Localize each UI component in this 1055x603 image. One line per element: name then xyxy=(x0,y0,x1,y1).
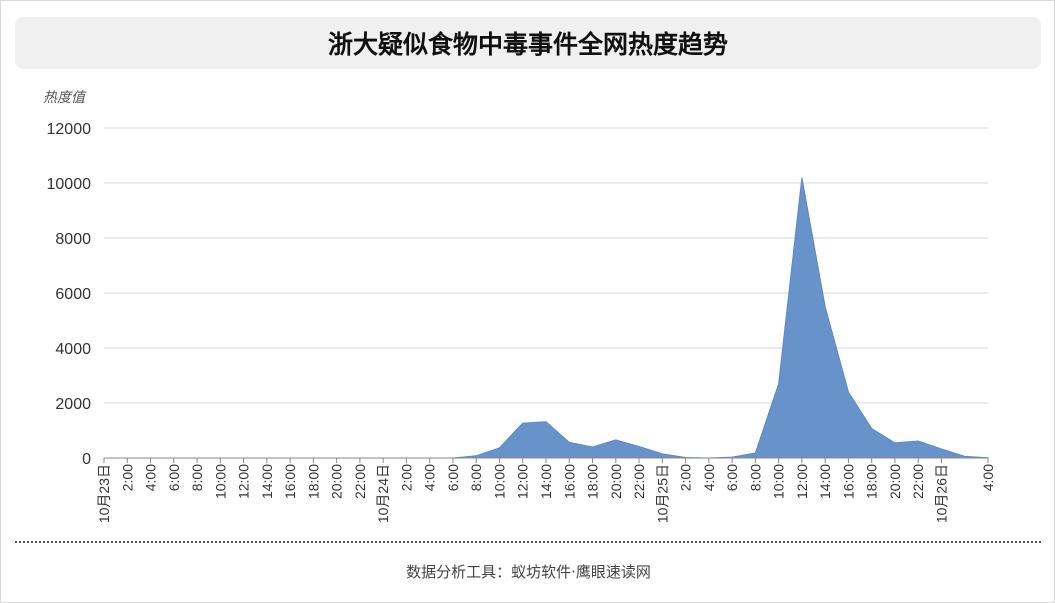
y-axis-label: 热度值 xyxy=(43,90,87,106)
x-tick-label: 14:00 xyxy=(259,464,275,499)
x-tick-label: 4:00 xyxy=(980,464,996,491)
y-tick-label: 10000 xyxy=(47,176,92,193)
x-tick-label: 6:00 xyxy=(166,464,182,491)
x-tick-label: 10月26日 xyxy=(933,464,949,523)
x-tick-label: 4:00 xyxy=(701,464,717,491)
x-tick-label: 2:00 xyxy=(678,464,694,491)
x-tick-label: 22:00 xyxy=(631,464,647,499)
y-tick-label: 0 xyxy=(82,451,91,468)
x-tick-label: 18:00 xyxy=(585,464,601,499)
y-tick-label: 12000 xyxy=(47,121,92,138)
x-tick-label: 10月25日 xyxy=(654,464,670,523)
x-tick-label: 10月24日 xyxy=(375,464,391,523)
series-area xyxy=(104,177,989,459)
x-tick-label: 14:00 xyxy=(817,464,833,499)
footer-source: 数据分析工具：蚁坊软件·鹰眼速读网 xyxy=(406,563,651,581)
chart-title: 浙大疑似食物中毒事件全网热度趋势 xyxy=(327,30,728,59)
x-tick-label: 16:00 xyxy=(840,464,856,499)
x-tick-label: 18:00 xyxy=(305,464,321,499)
x-tick-label: 20:00 xyxy=(329,464,345,499)
y-tick-label: 8000 xyxy=(55,231,91,248)
x-tick-label: 20:00 xyxy=(608,464,624,499)
x-tick-label: 12:00 xyxy=(236,464,252,499)
x-tick-label: 10:00 xyxy=(771,464,787,499)
x-tick-label: 10:00 xyxy=(212,464,228,499)
x-tick-label: 6:00 xyxy=(724,464,740,491)
x-tick-label: 6:00 xyxy=(445,464,461,491)
y-tick-label: 4000 xyxy=(55,341,91,358)
x-tick-label: 12:00 xyxy=(794,464,810,499)
x-tick-label: 2:00 xyxy=(398,464,414,491)
x-tick-label: 8:00 xyxy=(468,464,484,491)
x-tick-label: 10月23日 xyxy=(96,464,112,523)
x-tick-label: 16:00 xyxy=(561,464,577,499)
x-tick-label: 4:00 xyxy=(422,464,438,491)
x-tick-label: 8:00 xyxy=(747,464,763,491)
x-tick-label: 22:00 xyxy=(910,464,926,499)
title-bar: 浙大疑似食物中毒事件全网热度趋势 xyxy=(15,17,1041,69)
x-tick-label: 12:00 xyxy=(515,464,531,499)
y-tick-label: 6000 xyxy=(55,286,91,303)
x-tick-label: 14:00 xyxy=(538,464,554,499)
x-tick-label: 18:00 xyxy=(864,464,880,499)
area-chart: 0 2000 4000 6000 8000 10000 12000 热度值 10月23日 4:00… xyxy=(43,90,996,523)
footer-divider xyxy=(15,541,1041,543)
x-tick-label: 10:00 xyxy=(491,464,507,499)
x-tick-label: 2:00 xyxy=(119,464,135,491)
x-tick-label: 4:00 xyxy=(143,464,159,491)
x-tick-label: 22:00 xyxy=(352,464,368,499)
x-tick-label: 16:00 xyxy=(282,464,298,499)
x-tick-label: 20:00 xyxy=(887,464,903,499)
y-tick-label: 2000 xyxy=(55,396,91,413)
x-tick-label: 8:00 xyxy=(189,464,205,491)
